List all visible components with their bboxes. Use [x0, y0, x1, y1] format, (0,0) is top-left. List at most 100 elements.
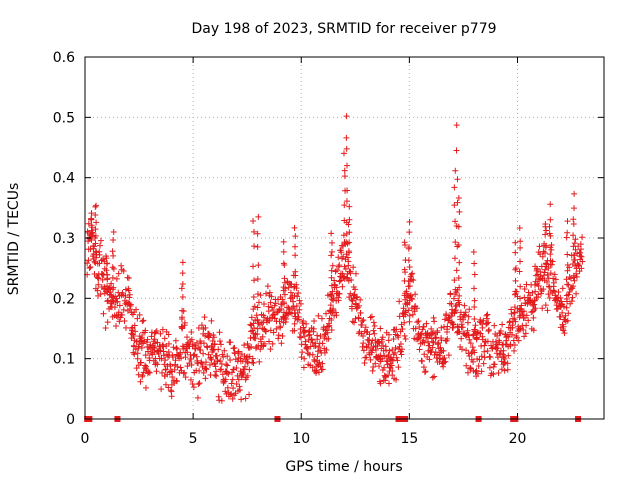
data-point: [405, 245, 412, 252]
data-point: [491, 322, 498, 329]
data-point: [296, 297, 303, 304]
data-point: [512, 249, 519, 256]
data-point: [263, 290, 270, 297]
data-point: [110, 252, 117, 259]
data-point: [294, 293, 301, 300]
data-point: [349, 318, 356, 325]
data-point: [120, 306, 127, 313]
data-point: [333, 284, 340, 291]
data-point: [456, 329, 463, 336]
data-point: [547, 270, 554, 277]
data-point: [310, 325, 317, 332]
data-point: [508, 310, 515, 317]
data-point: [454, 323, 461, 330]
data-point: [132, 346, 139, 353]
data-point: [560, 323, 567, 330]
data-point: [165, 384, 172, 391]
data-point: [341, 167, 348, 174]
data-point: [444, 335, 451, 342]
data-point: [92, 226, 99, 233]
data-point: [179, 259, 186, 266]
data-point: [165, 331, 172, 338]
data-point: [314, 353, 321, 360]
data-point: [477, 330, 484, 337]
data-point: [350, 264, 357, 271]
data-point: [267, 299, 274, 306]
data-point: [547, 216, 554, 223]
data-point: [409, 311, 416, 318]
data-point: [540, 286, 547, 293]
data-point: [485, 319, 492, 326]
data-point: [377, 325, 384, 332]
data-point: [336, 290, 343, 297]
data-point: [504, 360, 511, 367]
x-tick-label: 10: [292, 431, 310, 447]
data-point: [220, 353, 227, 360]
data-point: [343, 162, 350, 169]
data-point: [484, 348, 491, 355]
data-point: [116, 302, 123, 309]
data-point: [93, 202, 100, 209]
data-point: [357, 309, 364, 316]
data-point: [168, 388, 175, 395]
data-point: [547, 201, 554, 208]
data-point: [511, 347, 518, 354]
data-point: [256, 358, 263, 365]
data-point: [254, 317, 261, 324]
data-point: [329, 262, 336, 269]
data-point: [566, 288, 573, 295]
data-point: [286, 306, 293, 313]
data-point: [222, 388, 229, 395]
data-point: [230, 366, 237, 373]
data-point: [244, 359, 251, 366]
data-point: [529, 308, 536, 315]
data-point: [343, 198, 350, 205]
data-point: [394, 357, 401, 364]
data-point: [281, 275, 288, 282]
data-point: [97, 242, 104, 249]
data-point: [471, 304, 478, 311]
data-point: [324, 329, 331, 336]
data-point: [544, 271, 551, 278]
data-point: [385, 337, 392, 344]
data-point: [255, 262, 262, 269]
data-point: [402, 335, 409, 342]
data-point: [423, 320, 430, 327]
data-point: [550, 279, 557, 286]
data-point: [273, 325, 280, 332]
data-point: [578, 265, 585, 272]
data-point: [414, 319, 421, 326]
data-point: [451, 202, 458, 209]
data-point: [406, 312, 413, 319]
data-point: [516, 225, 523, 232]
data-point: [108, 280, 115, 287]
data-point: [96, 260, 103, 267]
data-point: [131, 351, 138, 358]
data-point: [143, 365, 150, 372]
data-point: [200, 350, 207, 357]
data-point: [150, 344, 157, 351]
data-point: [464, 327, 471, 334]
data-point: [470, 332, 477, 339]
data-point: [579, 258, 586, 265]
data-point: [454, 243, 461, 250]
data-point: [469, 344, 476, 351]
data-point: [472, 328, 479, 335]
data-point: [257, 338, 264, 345]
data-point: [531, 297, 538, 304]
data-point: [356, 302, 363, 309]
data-point: [368, 313, 375, 320]
x-tick-label: 15: [400, 431, 418, 447]
data-point: [291, 320, 298, 327]
data-point: [352, 286, 359, 293]
data-point: [500, 347, 507, 354]
data-point: [381, 353, 388, 360]
data-point: [100, 310, 107, 317]
data-point: [345, 258, 352, 265]
data-point: [157, 330, 164, 337]
data-point: [255, 213, 262, 220]
data-point: [192, 345, 199, 352]
data-point: [436, 352, 443, 359]
data-point: [388, 356, 395, 363]
data-point: [109, 294, 116, 301]
